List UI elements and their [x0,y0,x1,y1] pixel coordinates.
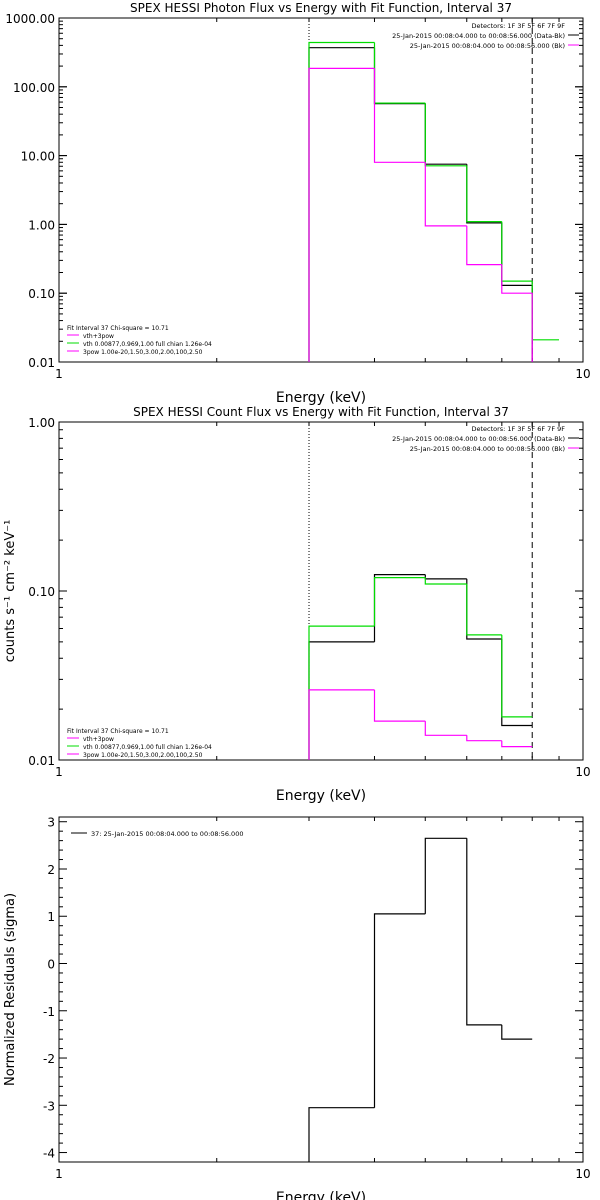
x-axis-label: Energy (keV) [276,390,366,406]
series-3 [308,689,533,760]
histogram-line [308,577,533,760]
y-axis: 0.01 0.10 1.00 10.00 100.00 1000.00 [5,12,583,370]
panel-2: SPEX HESSI Count Flux vs Energy with Fit… [3,405,591,804]
y-axis: 0.01 0.10 1.00 counts s⁻¹ cm⁻² keV⁻¹ [3,416,583,768]
x-axis: 1 10 Energy (keV) [55,18,591,406]
y-axis-label: counts s⁻¹ cm⁻² keV⁻¹ [3,520,18,663]
plot-frame [58,421,584,761]
series-3 [308,67,533,362]
series-1 [308,47,533,362]
y-tick-label: 10.00 [21,150,55,164]
legend-entry: 25-Jan-2015 00:08:04.000 to 00:08:56.000… [392,32,565,40]
x-axis: 1 10 Energy (keV) [55,817,591,1200]
x-tick-label: 1 [55,1167,63,1181]
legend-entry: Detectors: 1F 3F 5F 6F 7F 9F [471,22,565,30]
legend-entry: 3pow 1.00e-20,1.50,3.00,2.00,100,2.50 [83,349,203,356]
chart-title: SPEX HESSI Count Flux vs Energy with Fit… [133,405,509,419]
legend-entry: vth+3pow [83,736,114,743]
y-tick-label: 0.01 [28,356,55,370]
y-tick-label: -4 [43,1147,55,1161]
histogram-line [308,41,559,362]
histogram-line [308,837,533,1162]
plot-frame [58,816,584,1163]
y-tick-label: -1 [43,1005,55,1019]
x-tick-label: 10 [575,367,590,381]
legend-entry: vth+3pow [83,333,114,340]
y-tick-label: 1000.00 [5,12,55,26]
legend-entry: 3pow 1.00e-20,1.50,3.00,2.00,100,2.50 [83,752,203,759]
legend-entry: 25-Jan-2015 00:08:04.000 to 00:08:56.000… [392,435,565,443]
y-tick-label: 1.00 [28,218,55,232]
series-2 [308,41,559,362]
y-tick-label: 1.00 [28,416,55,430]
x-axis-label: Energy (keV) [276,1190,366,1200]
legend-entry: Fit Interval 37 Chi-square = 10.71 [67,325,169,332]
x-tick-label: 10 [575,765,590,779]
legend-entry: Detectors: 1F 3F 5F 6F 7F 9F [471,425,565,433]
y-tick-label: -2 [43,1052,55,1066]
panel-1: SPEX HESSI Photon Flux vs Energy with Fi… [5,1,590,406]
series-1 [308,574,533,760]
x-tick-label: 1 [55,765,63,779]
histogram-line [308,67,533,362]
y-tick-label: 0 [47,958,55,972]
series-1 [308,837,533,1162]
x-axis-label: Energy (keV) [276,788,366,804]
y-axis: 3 2 1 0 -1 -2 -3 -4 Normalized Residuals (sigma) [3,816,583,1163]
series-2 [308,577,533,760]
y-tick-label: 3 [47,816,55,830]
legend-entry: vth 0.00877,0.969,1.00 full chian 1.26e-… [83,744,212,751]
y-tick-label: 2 [47,863,55,877]
y-tick-label: 0.10 [28,287,55,301]
legend-entry: 37: 25-Jan-2015 00:08:04.000 to 00:08:56… [91,830,243,838]
x-axis: 1 10 Energy (keV) [55,422,591,804]
y-axis-label: Normalized Residuals (sigma) [3,893,18,1086]
histogram-line [308,574,533,760]
histogram-line [308,689,533,760]
plot-frame [58,17,584,363]
y-tick-label: -3 [43,1099,55,1113]
legend-entry: Fit Interval 37 Chi-square = 10.71 [67,728,169,735]
histogram-line [308,47,533,362]
chart-title: SPEX HESSI Photon Flux vs Energy with Fi… [130,1,512,15]
x-tick-label: 10 [575,1167,590,1181]
y-tick-label: 100.00 [13,81,55,95]
legend-entry: 25-Jan-2015 00:08:04.000 to 00:08:56.000… [410,42,565,50]
y-tick-label: 0.01 [28,754,55,768]
x-tick-label: 1 [55,367,63,381]
y-tick-label: 1 [47,910,55,924]
legend-entry: vth 0.00877,0.969,1.00 full chian 1.26e-… [83,341,212,348]
legend-entry: 25-Jan-2015 00:08:04.000 to 00:08:56.000… [410,445,565,453]
y-tick-label: 0.10 [28,585,55,599]
